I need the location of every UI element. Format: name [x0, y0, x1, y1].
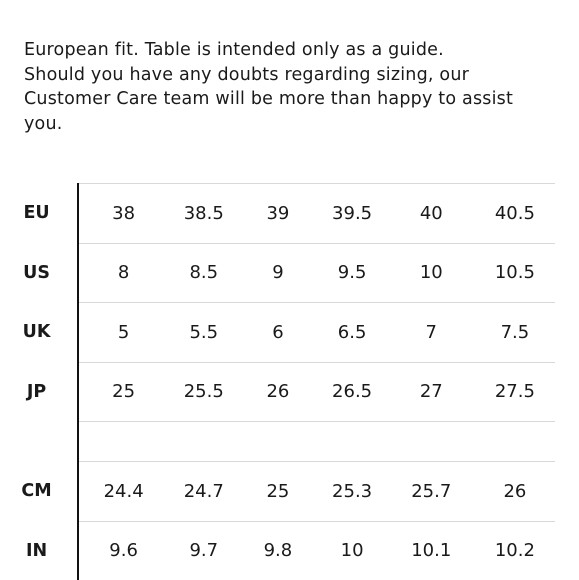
table-cell: 25	[78, 361, 169, 422]
table-cell: 8.5	[168, 242, 240, 303]
table-cell: 10	[316, 520, 388, 580]
table-row-jp: JP 25 25.5 26 26.5 27 27.5	[0, 361, 555, 422]
row-label-uk: UK	[0, 302, 80, 362]
row-label-eu: EU	[0, 183, 80, 243]
table-cell: 25.7	[387, 461, 475, 521]
table-cell: 10.5	[474, 242, 555, 303]
table-cell: 38	[78, 183, 169, 243]
table-cell: 5	[78, 302, 169, 362]
table-row-cm: CM 24.4 24.7 25 25.3 25.7 26	[0, 461, 555, 521]
table-cell: 39	[239, 183, 317, 243]
table-row-eu: EU 38 38.5 39 39.5 40 40.5	[0, 183, 555, 243]
table-cell: 9.6	[78, 520, 169, 580]
table-cell: 25.3	[316, 461, 388, 521]
table-cell: 27	[387, 361, 475, 422]
table-cell: 39.5	[316, 183, 388, 243]
table-cell: 10.1	[387, 520, 475, 580]
row-label-us: US	[0, 243, 80, 303]
row-label-jp: JP	[0, 362, 80, 422]
intro-line: Customer Care team will be more than hap…	[24, 89, 514, 110]
table-spacer-row	[0, 421, 555, 462]
table-cell: 6	[239, 302, 317, 362]
table-cell: 40	[387, 183, 475, 243]
table-cell: 40.5	[474, 183, 555, 243]
table-cell: 24.7	[168, 461, 240, 521]
table-cell: 27.5	[474, 361, 555, 422]
size-guide-intro: European fit. Table is intended only as …	[24, 38, 564, 136]
table-cell: 9	[239, 242, 317, 303]
table-cell: 25	[239, 461, 317, 521]
row-label-cm: CM	[0, 461, 80, 521]
table-row-us: US 8 8.5 9 9.5 10 10.5	[0, 242, 555, 303]
table-cell: 26	[239, 361, 317, 422]
table-row-in: IN 9.6 9.7 9.8 10 10.1 10.2	[0, 520, 555, 580]
table-cell: 26.5	[316, 361, 388, 422]
intro-line: Should you have any doubts regarding siz…	[24, 64, 470, 85]
table-cell: 6.5	[316, 302, 388, 362]
table-cell: 38.5	[168, 183, 240, 243]
table-cell: 9.8	[239, 520, 317, 580]
table-cell: 10	[387, 242, 475, 303]
intro-line: you.	[24, 113, 63, 134]
table-cell: 7.5	[474, 302, 555, 362]
table-cell: 9.5	[316, 242, 388, 303]
table-cell: 8	[78, 242, 169, 303]
table-cell: 25.5	[168, 361, 240, 422]
table-cell: 7	[387, 302, 475, 362]
table-cell: 10.2	[474, 520, 555, 580]
row-label-in: IN	[0, 521, 80, 580]
table-cell: 9.7	[168, 520, 240, 580]
intro-line: European fit. Table is intended only as …	[24, 40, 444, 60]
table-cell: 5.5	[168, 302, 240, 362]
table-row-uk: UK 5 5.5 6 6.5 7 7.5	[0, 302, 555, 362]
size-conversion-table: EU 38 38.5 39 39.5 40 40.5 US 8 8.5 9 9.…	[0, 183, 555, 580]
table-cell: 26	[474, 461, 555, 521]
table-cell: 24.4	[78, 461, 169, 521]
